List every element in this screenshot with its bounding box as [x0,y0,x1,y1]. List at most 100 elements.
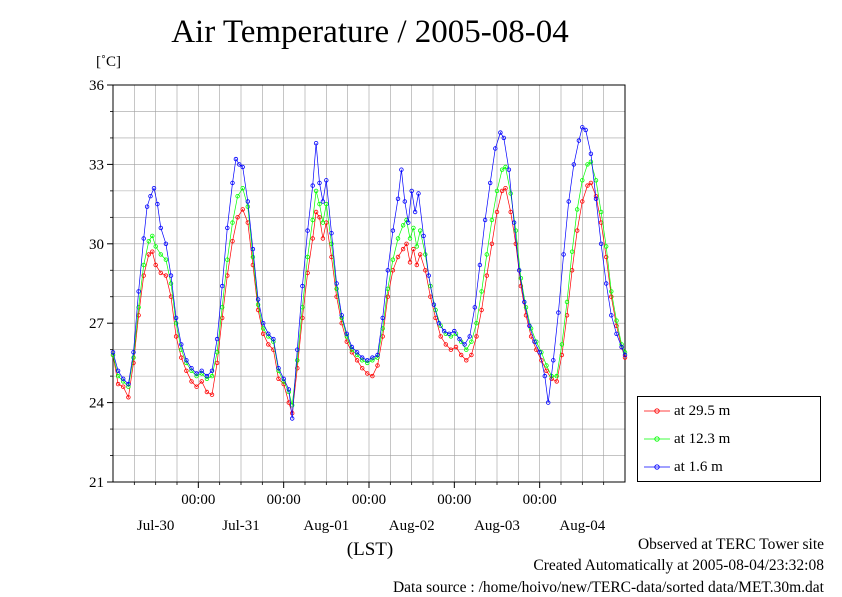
data-point-2 [329,230,334,236]
data-point-2 [412,209,418,215]
data-point-1 [474,321,479,326]
legend-item-1-6m: at 1.6 m [644,457,723,477]
series-line-1 [112,161,626,406]
data-point-2 [344,331,349,336]
data-point-2 [566,199,571,204]
data-point-1 [354,352,360,358]
data-point-1 [585,162,590,167]
data-point-2 [436,321,442,326]
data-point-2 [204,373,210,379]
x-date-label: Aug-01 [303,518,349,534]
data-point-2 [184,358,189,363]
y-tick-label: 36 [89,78,105,94]
data-point-1 [349,347,355,352]
data-point-0 [370,373,375,379]
data-point-2 [115,368,121,373]
data-point-2 [399,167,404,172]
data-point-0 [153,262,158,268]
data-point-2 [598,241,604,246]
footer-source: Data source : /home/hoivo/new/TERC-data/… [392,579,824,596]
data-point-0 [150,249,155,254]
data-point-0 [518,283,524,289]
data-point-0 [513,241,518,246]
data-point-2 [155,201,160,207]
data-point-0 [554,379,559,384]
data-point-2 [390,228,396,233]
y-tick-label: 33 [89,157,104,173]
data-point-1 [400,223,406,228]
data-point-2 [426,273,431,278]
data-point-1 [317,201,322,207]
data-point-1 [479,289,484,294]
footer-site: Observed at TERC Tower site [637,536,824,553]
data-point-0 [266,342,271,347]
data-point-2 [370,355,375,360]
data-point-2 [148,193,153,199]
data-point-0 [588,180,594,186]
data-point-0 [464,358,469,363]
data-point-2 [609,313,614,318]
data-point-1 [131,355,136,360]
x-date-label: Aug-03 [474,518,520,534]
data-point-2 [622,352,628,358]
data-point-1 [503,164,508,170]
y-tick-label: 24 [89,396,105,412]
data-point-0 [423,268,428,273]
x-time-label: 00:00 [523,492,557,508]
data-point-0 [281,381,286,387]
data-point-1 [508,191,513,196]
data-point-2 [189,366,194,371]
data-point-2 [614,331,619,336]
data-point-0 [184,368,189,373]
data-point-0 [414,262,419,268]
data-point-0 [604,254,609,260]
data-point-1 [569,249,575,254]
data-point-1 [240,185,245,191]
data-point-2 [349,344,355,350]
data-point-2 [511,220,517,225]
legend-label: at 29.5 m [674,402,731,419]
x-axis-label: (LST) [347,539,393,560]
data-point-2 [233,156,239,162]
data-point-2 [517,268,522,273]
data-point-2 [488,180,493,186]
data-point-1 [255,302,261,307]
data-point-0 [438,334,443,339]
data-point-1 [489,217,495,223]
data-point-1 [225,257,230,262]
data-point-2 [271,336,276,342]
data-point-1 [609,289,614,294]
data-point-2 [126,381,131,387]
data-point-1 [266,334,271,339]
data-point-2 [281,376,286,381]
data-point-2 [604,281,609,286]
data-point-1 [250,254,256,260]
data-point-1 [418,228,423,233]
data-point-1 [564,299,570,305]
data-point-0 [179,355,184,360]
data-point-0 [349,350,355,355]
data-point-2 [334,281,339,286]
data-point-0 [199,379,204,384]
data-point-0 [418,252,423,257]
data-point-2 [421,233,426,239]
data-point-2 [179,342,184,347]
data-point-0 [317,215,322,220]
data-point-2 [339,313,344,318]
data-point-2 [144,204,150,209]
data-point-2 [240,164,245,170]
data-point-0 [173,334,179,339]
data-point-0 [214,360,220,366]
data-point-1 [230,220,235,225]
data-point-1 [622,350,628,355]
data-point-0 [209,392,215,397]
data-point-1 [614,318,619,323]
data-point-0 [115,381,121,387]
data-point-0 [400,246,406,252]
data-point-2 [255,297,261,302]
data-point-1 [494,188,500,194]
data-point-2 [522,299,527,305]
data-point-2 [406,220,411,225]
y-tick-label: 30 [89,237,104,253]
data-point-0 [395,254,401,260]
